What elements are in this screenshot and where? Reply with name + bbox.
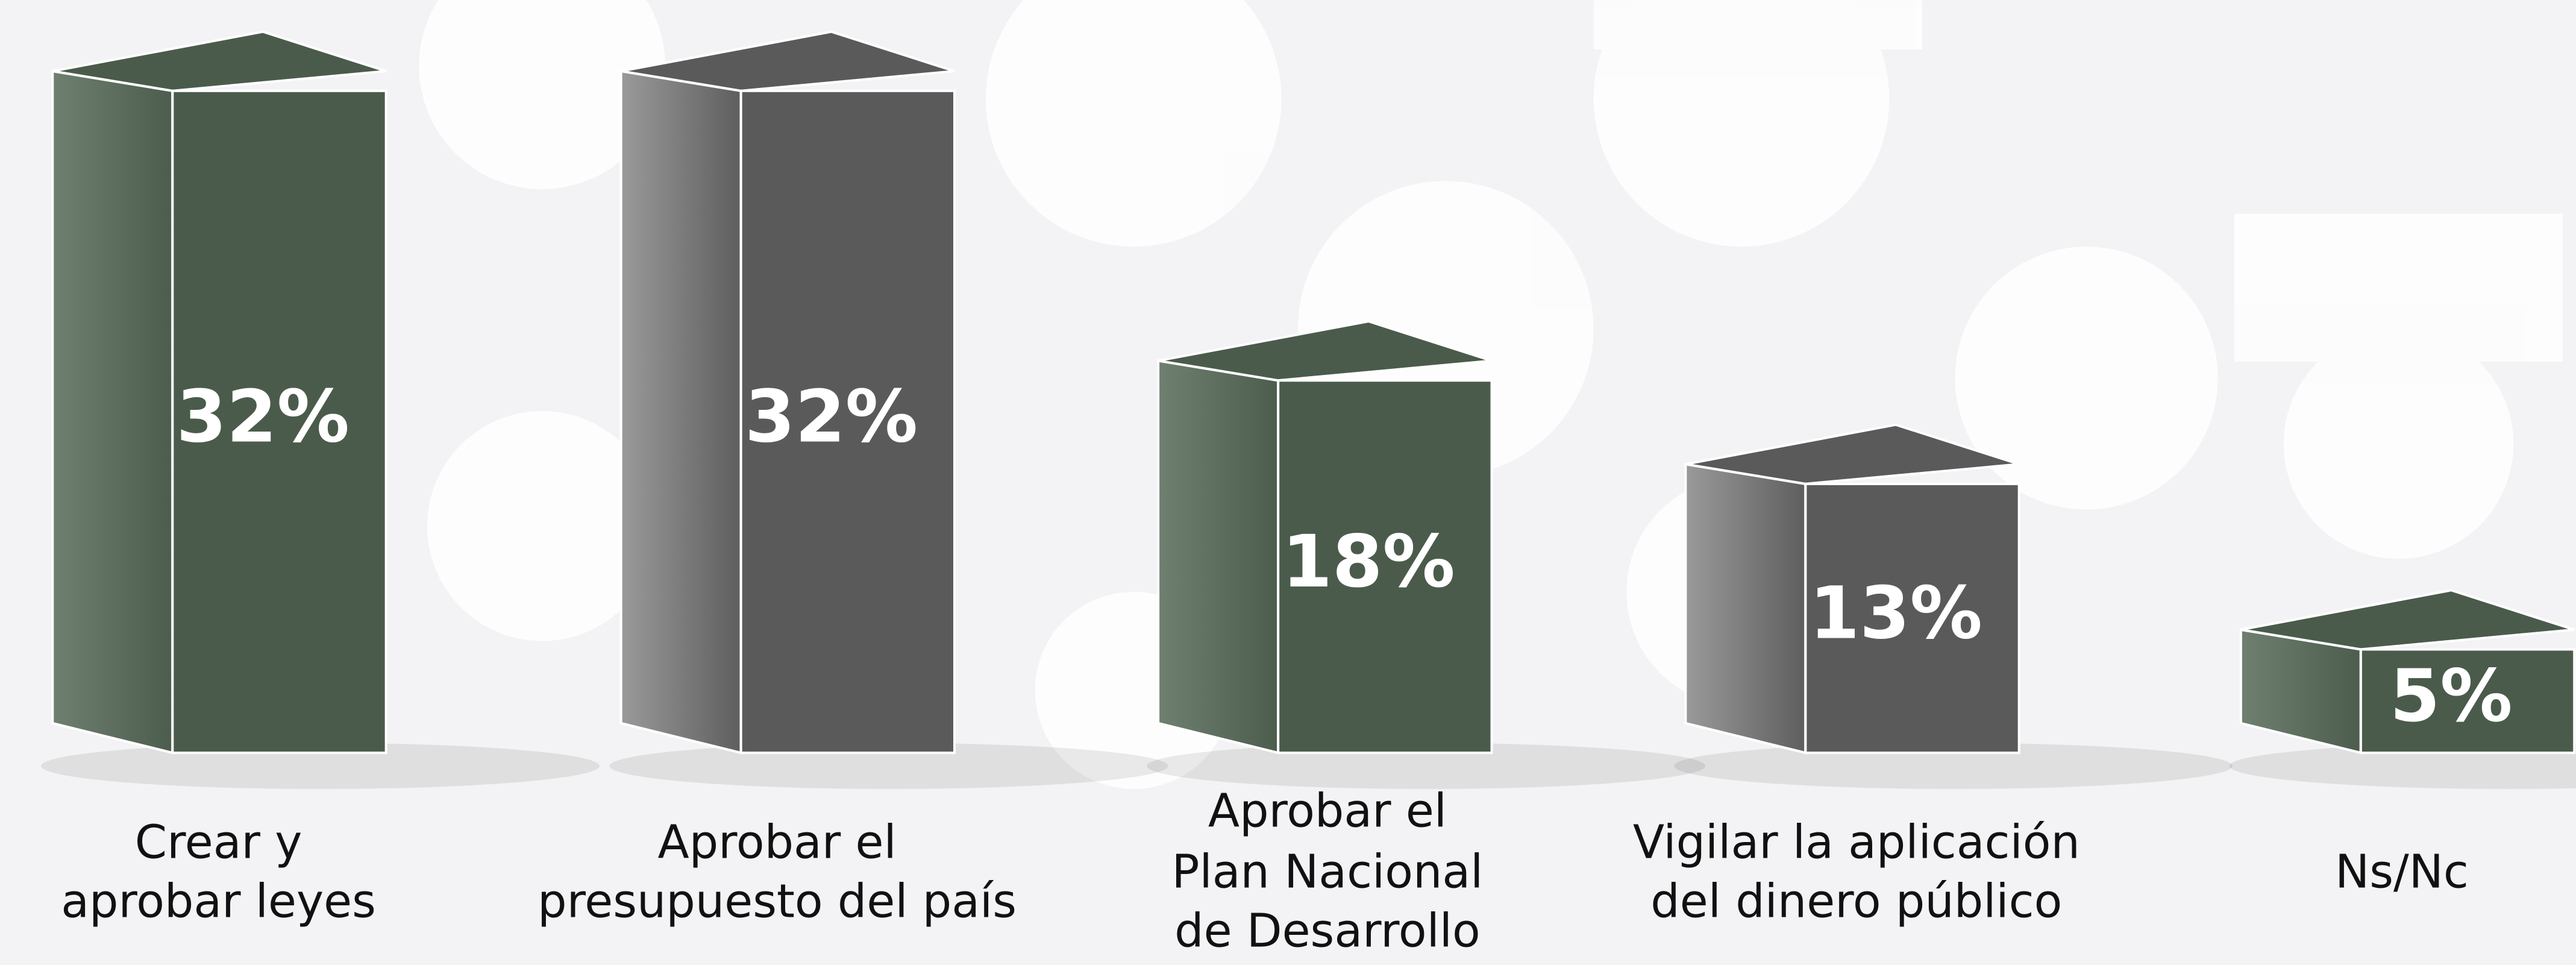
bar-top bbox=[1685, 423, 2020, 485]
category-label: Crear y aprobar leyes bbox=[61, 814, 376, 929]
value-label: 32% bbox=[745, 376, 918, 459]
bar-shadow bbox=[609, 743, 1168, 789]
bar-side bbox=[619, 69, 742, 755]
bars: 32% Crear y aprobar leyes 32% Aprobar el pr… bbox=[41, 30, 2576, 959]
bar-shadow bbox=[1147, 743, 1706, 789]
bar-side bbox=[2239, 628, 2362, 755]
category-label: Vigilar la aplicación del dinero público bbox=[1632, 814, 2080, 929]
bar-side bbox=[51, 69, 174, 755]
bar bbox=[1277, 379, 1493, 755]
category-label-box: Ns/Nc bbox=[2335, 844, 2469, 899]
value-label: 5% bbox=[2390, 655, 2513, 738]
value-label: 18% bbox=[1282, 520, 1455, 604]
bar-top bbox=[2240, 589, 2575, 651]
bar-shadow bbox=[41, 743, 600, 789]
bar-side bbox=[1157, 359, 1280, 755]
category-label: Ns/Nc bbox=[2335, 844, 2469, 899]
bar-top bbox=[1158, 319, 1493, 382]
category-label-box: Aprobar el presupuesto del país bbox=[537, 814, 1017, 929]
bar-top bbox=[52, 30, 387, 92]
bar bbox=[1804, 482, 2020, 755]
category-label-box: Aprobar el Plan Nacional de Desarrollo bbox=[1171, 785, 1484, 959]
category-label: Aprobar el presupuesto del país bbox=[537, 814, 1017, 929]
category-label-box: Crear y aprobar leyes bbox=[61, 814, 376, 929]
bar-shadow bbox=[1674, 743, 2233, 789]
bar bbox=[171, 89, 387, 755]
category-label: Aprobar el Plan Nacional de Desarrollo bbox=[1171, 785, 1484, 959]
bar bbox=[2359, 648, 2576, 755]
category-label-box: Vigilar la aplicación del dinero público bbox=[1632, 814, 2080, 929]
bar-shadow bbox=[2229, 743, 2576, 789]
bar-side bbox=[1684, 462, 1807, 755]
value-label: 32% bbox=[177, 376, 349, 459]
value-label: 13% bbox=[1810, 572, 1982, 656]
bar bbox=[739, 89, 956, 755]
bar-top bbox=[621, 30, 955, 92]
